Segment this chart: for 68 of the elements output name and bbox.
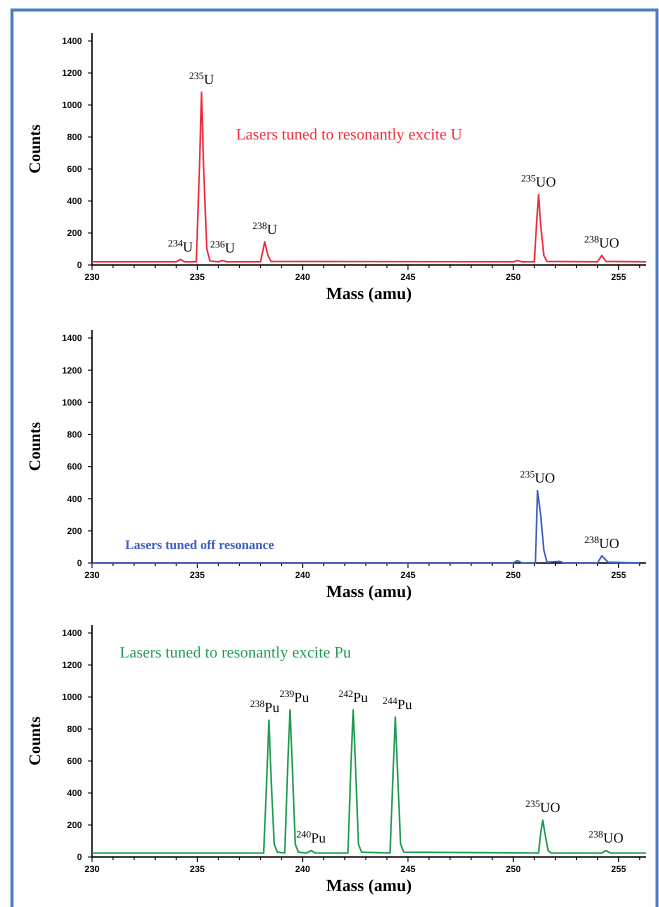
- y-tick-label: 1200: [62, 68, 82, 78]
- annotation: $^{244}$Pu: [382, 696, 412, 713]
- annotation: Lasers tuned off resonance: [125, 537, 274, 552]
- y-tick-label: 400: [66, 494, 82, 504]
- x-tick-label: 255: [611, 272, 626, 282]
- y-tick-label: 1000: [62, 692, 82, 702]
- y-tick-label: 1400: [62, 628, 82, 638]
- x-tick-label: 240: [295, 864, 310, 874]
- y-tick-label: 600: [66, 756, 82, 766]
- x-tick-label: 235: [190, 272, 205, 282]
- y-tick-label: 0: [76, 852, 82, 862]
- y-tick-label: 1000: [62, 397, 82, 408]
- x-tick-label: 250: [506, 272, 521, 282]
- y-tick-label: 600: [66, 462, 82, 472]
- y-tick-label: 0: [76, 260, 82, 270]
- y-tick-label: 1400: [62, 36, 82, 46]
- x-axis-title: Mass (amu): [326, 876, 412, 895]
- y-tick-label: 1400: [62, 333, 82, 344]
- annotation: $^{238}$UO: [588, 829, 624, 847]
- annotation: $^{235}$UO: [520, 469, 555, 487]
- x-tick-label: 230: [84, 570, 100, 580]
- y-tick-label: 0: [76, 558, 82, 568]
- annotation: $^{242}$Pu: [338, 688, 368, 706]
- x-axis-title: Mass (amu): [326, 582, 412, 601]
- y-tick-label: 800: [66, 430, 82, 440]
- annotation: $^{235}$U: [189, 70, 214, 88]
- annotation: $^{238}$U: [252, 220, 278, 238]
- x-tick-label: 235: [190, 864, 205, 874]
- x-tick-label: 250: [506, 570, 521, 580]
- annotation: $^{240}$Pu: [296, 829, 326, 847]
- line-series: [91, 490, 640, 564]
- x-tick-label: 230: [84, 272, 100, 282]
- annotation: Lasers tuned to resonantly excite U: [236, 126, 463, 144]
- x-tick-label: 255: [611, 570, 626, 580]
- y-tick-label: 400: [66, 196, 82, 206]
- y-tick-label: 200: [66, 526, 82, 536]
- x-tick-label: 230: [84, 864, 100, 874]
- y-tick-label: 400: [66, 788, 82, 798]
- x-tick-label: 240: [295, 272, 310, 282]
- annotation: $^{239}$Pu: [279, 688, 309, 706]
- y-tick-label: 200: [66, 820, 82, 830]
- x-tick-label: 245: [400, 272, 416, 282]
- y-axis-title: Counts: [27, 716, 44, 766]
- x-tick-label: 245: [400, 864, 416, 874]
- annotation: $^{238}$Pu: [250, 698, 280, 716]
- line-series: [91, 91, 647, 263]
- annotation: Lasers tuned to resonantly excite Pu: [120, 644, 352, 662]
- y-tick-label: 800: [66, 132, 82, 142]
- x-tick-label: 250: [506, 864, 521, 874]
- annotation: $^{235}$UO: [521, 173, 556, 191]
- annotation: $^{234}$U: [168, 238, 193, 256]
- x-tick-label: 240: [295, 570, 310, 580]
- y-tick-label: 1200: [62, 365, 82, 376]
- y-tick-label: 1000: [62, 100, 82, 110]
- y-axis-title: Counts: [27, 124, 44, 174]
- y-tick-label: 200: [66, 228, 82, 238]
- y-tick-label: 600: [66, 164, 82, 174]
- x-tick-label: 235: [190, 570, 205, 580]
- x-tick-label: 255: [611, 864, 626, 874]
- x-tick-label: 245: [400, 570, 416, 580]
- y-tick-label: 800: [66, 724, 82, 734]
- annotation: $^{236}$U: [210, 239, 236, 257]
- annotation: $^{238}$UO: [584, 234, 620, 252]
- annotation: $^{235}$UO: [525, 798, 560, 816]
- y-axis-title: Counts: [27, 422, 44, 471]
- x-axis-title: Mass (amu): [326, 284, 412, 303]
- y-tick-label: 1200: [62, 660, 82, 670]
- annotation: $^{238}$UO: [584, 534, 620, 552]
